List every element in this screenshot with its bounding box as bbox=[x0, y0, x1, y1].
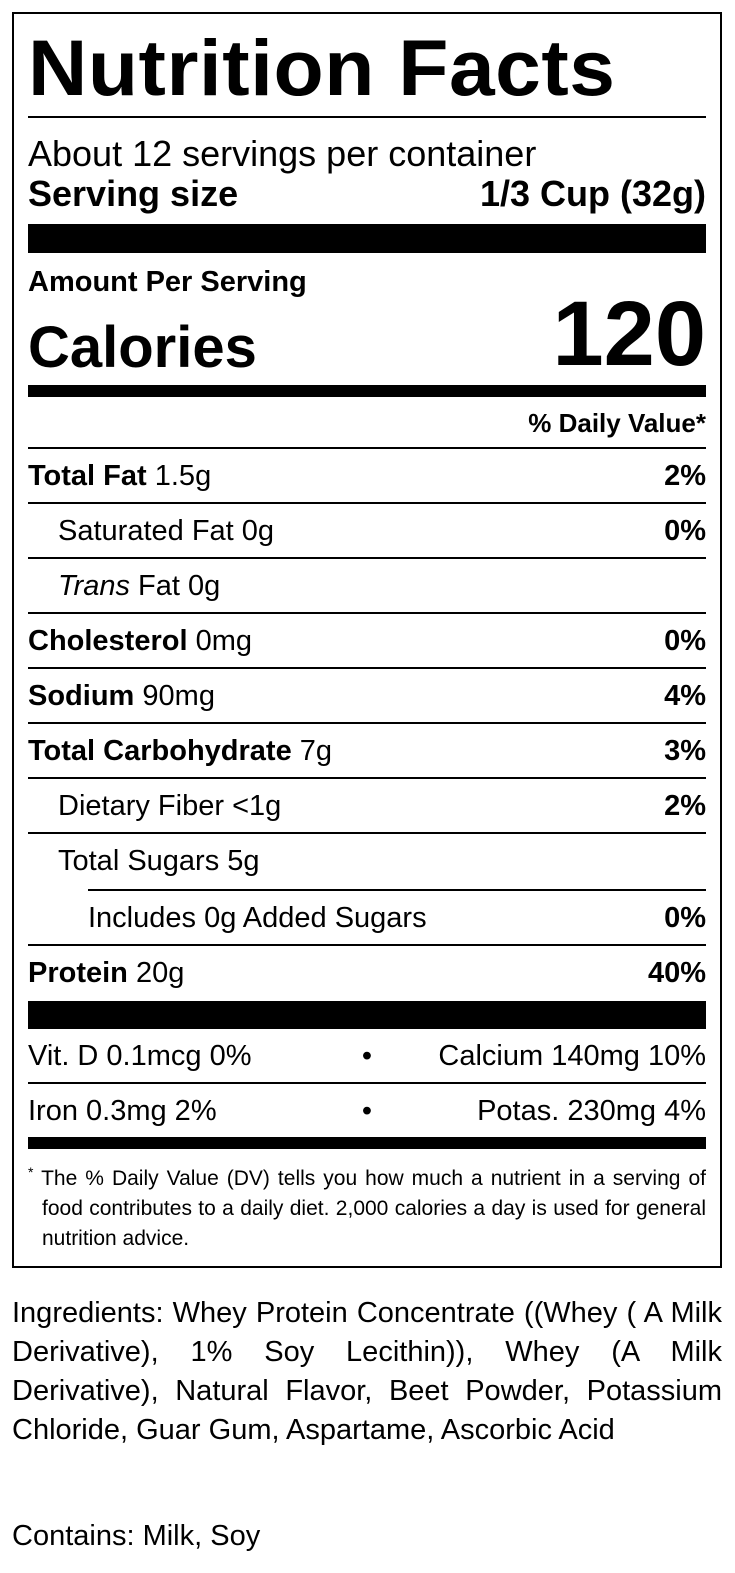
nutrient-name: Total Fat bbox=[28, 460, 147, 492]
nutrient-amount: <1g bbox=[232, 790, 282, 822]
vitamin-left: Iron 0.3mg 2% bbox=[28, 1095, 217, 1127]
nutrient-name: Sodium bbox=[28, 680, 135, 712]
label-title: Nutrition Facts bbox=[28, 23, 616, 112]
footnote-text: The % Daily Value (DV) tells you how muc… bbox=[41, 1167, 706, 1250]
medium-divider bbox=[28, 385, 706, 397]
nutrient-dv: 3% bbox=[664, 735, 706, 767]
nutrition-facts-label: Nutrition Facts About 12 servings per co… bbox=[12, 12, 722, 1268]
medium-divider bbox=[28, 1137, 706, 1149]
calories-row: Calories 120 bbox=[28, 288, 706, 380]
nutrient-name: Cholesterol bbox=[28, 625, 188, 657]
nutrient-dv: 40% bbox=[647, 957, 706, 989]
nutrient-name: Total Carbohydrate bbox=[28, 735, 292, 767]
nutrient-row-dietary-fiber: Dietary Fiber <1g 2% bbox=[28, 779, 706, 834]
vitamin-right: Calcium 140mg 10% bbox=[438, 1040, 706, 1072]
vitamin-right: Potas. 230mg 4% bbox=[477, 1095, 706, 1127]
ingredients: Ingredients: Whey Protein Concentrate ((… bbox=[12, 1297, 722, 1446]
nutrient-dv: 2% bbox=[664, 460, 706, 492]
footnote: * The % Daily Value (DV) tells you how m… bbox=[28, 1157, 706, 1254]
divider bbox=[88, 889, 706, 891]
nutrient-dv: 2% bbox=[664, 790, 706, 822]
daily-value-header: % Daily Value* bbox=[28, 397, 706, 449]
nutrient-amount: 20g bbox=[135, 957, 185, 989]
nutrient-dv: 0% bbox=[664, 625, 706, 657]
thick-divider bbox=[28, 224, 706, 253]
thick-divider bbox=[28, 1001, 706, 1029]
allergens: Contains: Milk, Soy bbox=[12, 1520, 261, 1552]
vitamin-row: Vit. D 0.1mcg 0% • Calcium 140mg 10% bbox=[28, 1029, 706, 1084]
nutrient-amount: 0g bbox=[188, 570, 221, 602]
servings-per-container: About 12 servings per container bbox=[28, 133, 537, 174]
calories-label: Calories bbox=[28, 315, 257, 380]
nutrient-amount: 5g bbox=[227, 845, 260, 877]
nutrient-row-trans-fat: Trans Fat 0g bbox=[28, 559, 706, 614]
calories-value: 120 bbox=[552, 283, 707, 385]
nutrient-name-suffix: Fat bbox=[138, 570, 180, 602]
nutrient-row-total-fat: Total Fat 1.5g 2% bbox=[28, 449, 706, 504]
nutrient-amount: 0g bbox=[241, 515, 275, 547]
nutrient-row-added-sugars: Includes 0g Added Sugars 0% bbox=[28, 891, 706, 946]
nutrient-row-cholesterol: Cholesterol 0mg 0% bbox=[28, 614, 706, 669]
nutrient-amount: 1.5g bbox=[154, 460, 212, 492]
nutrient-name: Dietary Fiber bbox=[58, 790, 224, 822]
nutrient-row-total-sugars: Total Sugars 5g bbox=[28, 834, 706, 889]
vitamin-row: Iron 0.3mg 2% • Potas. 230mg 4% bbox=[28, 1084, 706, 1139]
nutrient-row-protein: Protein 20g 40% bbox=[28, 946, 706, 1001]
footnote-mark: * bbox=[28, 1164, 34, 1180]
nutrient-dv: 4% bbox=[664, 680, 706, 712]
nutrient-dv: 0% bbox=[664, 902, 706, 934]
nutrient-name: Trans bbox=[58, 570, 130, 602]
amount-per-serving: Amount Per Serving bbox=[28, 266, 307, 298]
nutrient-name: Protein bbox=[28, 957, 128, 989]
nutrient-name: Saturated Fat bbox=[58, 515, 234, 547]
serving-size-value: 1/3 Cup (32g) bbox=[479, 173, 706, 214]
nutrient-dv: 0% bbox=[664, 515, 706, 547]
nutrient-amount: 7g bbox=[299, 735, 333, 767]
nutrient-row-sodium: Sodium 90mg 4% bbox=[28, 669, 706, 724]
serving-size-label: Serving size bbox=[28, 173, 239, 214]
nutrient-name: Includes 0g Added Sugars bbox=[88, 902, 427, 934]
serving-size: Serving size 1/3 Cup (32g) bbox=[28, 174, 706, 214]
nutrient-name: Total Sugars bbox=[58, 845, 220, 877]
nutrient-row-saturated-fat: Saturated Fat 0g 0% bbox=[28, 504, 706, 559]
nutrient-row-total-carbohydrate: Total Carbohydrate 7g 3% bbox=[28, 724, 706, 779]
bullet-separator: • bbox=[361, 1095, 373, 1127]
vitamin-left: Vit. D 0.1mcg 0% bbox=[28, 1040, 252, 1072]
divider bbox=[28, 116, 706, 118]
bullet-separator: • bbox=[361, 1040, 373, 1072]
nutrient-amount: 90mg bbox=[142, 680, 215, 712]
nutrient-amount: 0mg bbox=[195, 625, 253, 657]
